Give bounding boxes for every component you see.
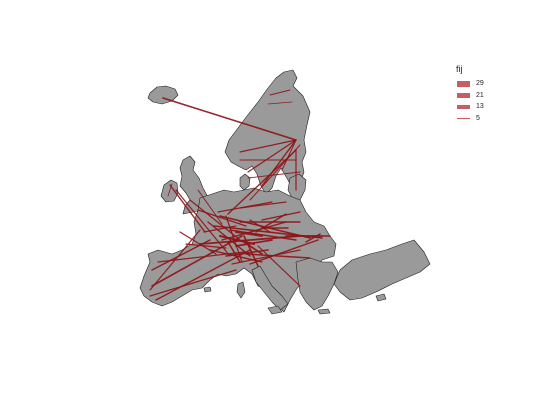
flow-line-56	[249, 219, 271, 233]
country-crete	[317, 308, 331, 315]
flow-line-18	[151, 235, 243, 287]
flow-line-29	[221, 221, 287, 241]
legend: fij 29 21 13 5	[456, 64, 526, 124]
flow-line-52	[203, 225, 237, 233]
flow-line-12	[247, 171, 301, 179]
country-cyprus	[375, 293, 387, 302]
flow-line-38	[217, 201, 273, 213]
flow-line-6	[269, 89, 291, 96]
flow-lines	[149, 89, 331, 301]
flow-line-36	[261, 211, 301, 221]
flow-line-4	[247, 139, 297, 173]
legend-label: 5	[476, 114, 480, 122]
country-sardinia	[236, 281, 246, 299]
flow-line-46	[235, 231, 263, 237]
country-balearics	[203, 286, 212, 293]
flow-line-27	[229, 229, 297, 241]
country-baltics	[287, 173, 307, 201]
flow-line-40	[249, 239, 319, 265]
flow-line-35	[255, 213, 287, 233]
legend-label: 29	[476, 80, 484, 88]
flow-line-45	[219, 235, 255, 245]
country-italy	[251, 265, 289, 311]
country-turkey	[333, 239, 431, 301]
flow-line-42	[231, 249, 301, 265]
basemap	[139, 69, 431, 315]
legend-swatch	[456, 92, 470, 98]
flow-line-39	[245, 253, 311, 259]
flow-line-8	[227, 149, 297, 215]
country-sicily	[267, 305, 283, 315]
flow-line-47	[243, 241, 263, 255]
flow-line-17	[167, 183, 173, 197]
legend-item-5: 5	[456, 113, 526, 125]
flow-line-24	[199, 235, 301, 245]
flow-line-34	[227, 241, 241, 263]
legend-swatch	[456, 105, 470, 109]
legend-item-21: 21	[456, 90, 526, 102]
flow-line-51	[197, 209, 247, 227]
legend-swatch	[456, 117, 470, 119]
flow-line-53	[179, 231, 217, 255]
flow-line-5	[281, 139, 297, 171]
legend-item-29: 29	[456, 78, 526, 90]
legend-swatch	[456, 80, 470, 87]
flow-line-13	[169, 184, 206, 233]
flow-line-33	[243, 235, 259, 267]
flow-line-1	[162, 97, 297, 141]
country-scandinavia	[224, 69, 311, 195]
flow-line-23	[149, 269, 237, 297]
legend-label: 21	[476, 91, 484, 99]
flow-line-10	[249, 144, 301, 201]
flow-line-22	[157, 251, 245, 263]
flow-line-15	[197, 189, 223, 225]
flow-line-54	[185, 243, 227, 249]
legend-title: fij	[456, 64, 463, 74]
flow-line-2	[261, 139, 297, 187]
country-balkans	[295, 257, 339, 311]
flow-line-7	[267, 101, 293, 105]
flow-line-19	[155, 249, 251, 301]
flow-line-3	[239, 139, 297, 153]
legend-label: 13	[476, 103, 484, 111]
country-iceland	[147, 85, 179, 105]
flow-line-14	[175, 189, 231, 257]
country-denmark	[239, 173, 251, 191]
legend-item-13: 13	[456, 101, 526, 113]
flow-line-50	[305, 233, 321, 243]
flow-line-41	[257, 245, 301, 287]
